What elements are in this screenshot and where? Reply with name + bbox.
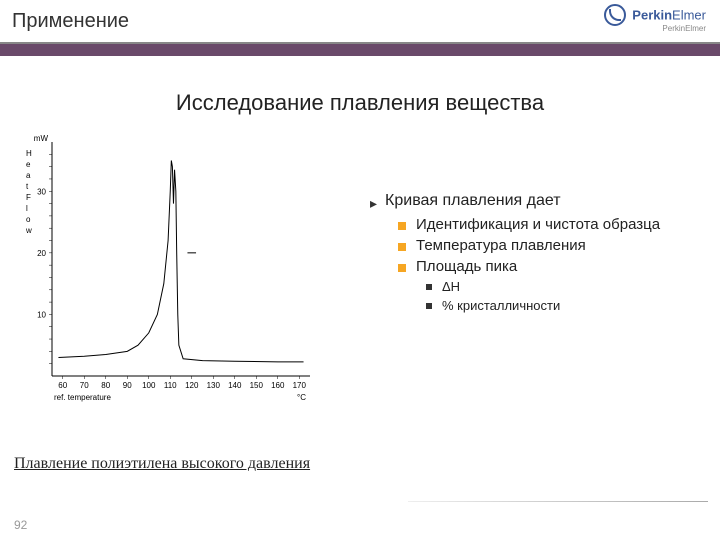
- svg-text:a: a: [26, 171, 31, 180]
- svg-text:90: 90: [123, 381, 132, 390]
- list-item: Температура плавления: [398, 237, 710, 254]
- square-bullet-icon: [398, 243, 406, 251]
- svg-text:170: 170: [293, 381, 307, 390]
- bullet-text: Температура плавления: [416, 237, 586, 254]
- svg-text:l: l: [26, 204, 28, 213]
- page-number: 92: [14, 518, 27, 532]
- bullet-main: ▸ Кривая плавления дает: [370, 192, 710, 212]
- svg-text:60: 60: [58, 381, 67, 390]
- svg-text:°C: °C: [297, 393, 306, 402]
- bullet-text: % кристалличности: [442, 298, 560, 313]
- bullet-list: ▸ Кривая плавления дает Идентификация и …: [370, 192, 710, 317]
- footer-divider: [408, 501, 708, 502]
- svg-text:o: o: [26, 215, 31, 224]
- chart-caption: Плавление полиэтилена высокого давления: [14, 455, 310, 473]
- svg-text:e: e: [26, 160, 31, 169]
- svg-text:70: 70: [80, 381, 89, 390]
- bullet-text: Идентификация и чистота образца: [416, 216, 660, 233]
- svg-text:30: 30: [37, 187, 46, 196]
- square-bullet-icon: [398, 264, 406, 272]
- svg-text:ref. temperature: ref. temperature: [54, 393, 111, 402]
- accent-band: [0, 44, 720, 56]
- svg-text:140: 140: [228, 381, 242, 390]
- list-item: ΔH: [426, 279, 710, 294]
- svg-text:10: 10: [37, 310, 46, 319]
- svg-text:20: 20: [37, 249, 46, 258]
- logo: PerkinElmer PerkinElmer: [604, 4, 706, 33]
- bullet-text: Площадь пика: [416, 258, 517, 275]
- svg-text:F: F: [26, 193, 31, 202]
- svg-text:mW: mW: [34, 134, 49, 143]
- svg-text:H: H: [26, 149, 32, 158]
- logo-mark-icon: [604, 4, 626, 26]
- arrow-icon: ▸: [370, 195, 377, 212]
- svg-text:130: 130: [207, 381, 221, 390]
- svg-text:110: 110: [164, 381, 177, 390]
- dsc-chart: 10 20 30 60 70 80 90 100 110 120 130 140 150 160 170 re…: [18, 132, 318, 412]
- bullet-text: ΔH: [442, 279, 460, 294]
- logo-text: PerkinElmer: [632, 8, 706, 23]
- svg-text:100: 100: [142, 381, 156, 390]
- square-bullet-icon: [398, 222, 406, 230]
- svg-text:t: t: [26, 182, 29, 191]
- list-item: % кристалличности: [426, 298, 710, 313]
- svg-text:160: 160: [271, 381, 285, 390]
- list-item: Площадь пика: [398, 258, 710, 275]
- bullet-main-text: Кривая плавления дает: [385, 192, 561, 210]
- logo-subtext: PerkinElmer: [604, 24, 706, 33]
- svg-text:w: w: [25, 226, 32, 235]
- svg-text:150: 150: [250, 381, 264, 390]
- list-item: Идентификация и чистота образца: [398, 216, 710, 233]
- square-bullet-icon: [426, 303, 432, 309]
- square-bullet-icon: [426, 284, 432, 290]
- main-title: Исследование плавления вещества: [0, 90, 720, 116]
- svg-text:80: 80: [101, 381, 110, 390]
- header-title: Применение: [12, 10, 129, 33]
- svg-text:120: 120: [185, 381, 199, 390]
